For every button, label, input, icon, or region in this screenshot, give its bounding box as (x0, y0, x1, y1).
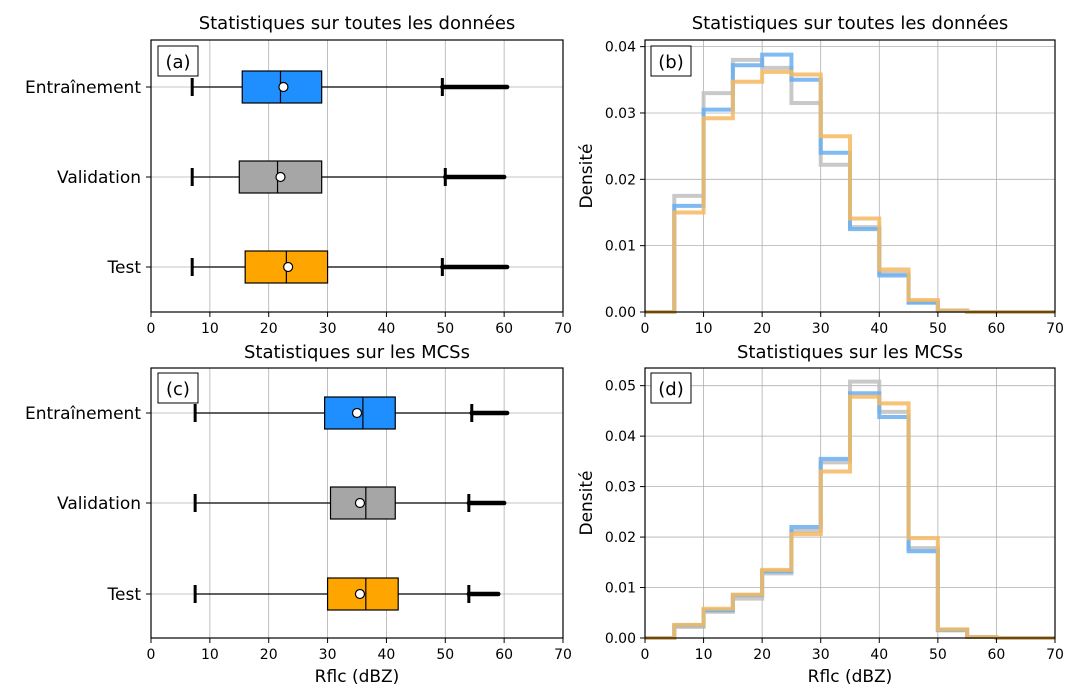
x-tick-label: 40 (870, 321, 888, 337)
x-tick-label: 50 (436, 321, 454, 337)
mean-marker (354, 497, 366, 509)
mean-marker (283, 261, 294, 273)
y-tick-label: 0.05 (605, 379, 636, 395)
x-tick-label: 70 (1046, 321, 1064, 337)
y-tick-label: Test (107, 585, 142, 605)
panel-d-ylabel: Densité (577, 470, 597, 535)
x-tick-label: 60 (495, 647, 513, 663)
y-tick-label: Entraînement (25, 78, 141, 98)
panel-d-histograms (645, 379, 1055, 640)
y-tick-label: 0.04 (605, 40, 636, 56)
x-tick-label: 30 (319, 647, 337, 663)
x-tick-label: 0 (641, 647, 650, 663)
y-tick-label: Test (107, 258, 142, 278)
panel-d-xlabel: Rflc (dBZ) (808, 667, 893, 686)
panel-a-label-box (157, 45, 199, 77)
x-tick-label: 10 (695, 321, 713, 337)
histogram-series (645, 394, 1055, 640)
x-tick-label: 50 (929, 321, 947, 337)
panel-c-xlabel: Rflc (dBZ) (315, 667, 400, 686)
x-tick-label: 70 (554, 321, 572, 337)
box (324, 396, 396, 430)
panel-a: Statistiques sur toutes les données 0 10 2… (25, 13, 572, 337)
panel-d-label: (d) (658, 379, 683, 400)
mean-marker (351, 407, 363, 419)
panel-b-ticks: 0 10 20 30 40 50 60 70 0.00 0.01 0.02 0.03 0.04 (605, 40, 1064, 337)
x-tick-label: 0 (147, 647, 156, 663)
panel-b-ylabel: Densité (577, 143, 597, 208)
panel-a-boxes (190, 70, 510, 284)
x-tick-label: 50 (929, 647, 947, 663)
panel-c-title: Statistiques sur les MCSs (244, 342, 470, 363)
y-tick-label: Entraînement (25, 404, 141, 424)
x-tick-label: 40 (378, 321, 396, 337)
x-tick-label: 60 (988, 647, 1006, 663)
panel-b-title: Statistiques sur toutes les données (692, 13, 1009, 34)
y-tick-label: 0.01 (605, 239, 636, 255)
mean-marker (275, 171, 286, 183)
x-tick-label: 30 (812, 321, 830, 337)
x-tick-label: 10 (201, 321, 219, 337)
panel-b-label-box (650, 45, 692, 77)
panel-b-histograms (645, 52, 1055, 314)
x-tick-label: 30 (319, 321, 337, 337)
panel-a-title: Statistiques sur toutes les données (199, 13, 516, 34)
panel-d-label-box (650, 372, 692, 404)
x-tick-label: 20 (260, 647, 278, 663)
panel-c-ticks: 0 10 20 30 40 50 60 70 Entraînement Validation Tes… (25, 404, 572, 663)
x-tick-label: 40 (378, 647, 396, 663)
panel-b-label: (b) (658, 52, 683, 73)
panel-c-label: (c) (166, 379, 190, 400)
x-tick-label: 30 (812, 647, 830, 663)
x-tick-label: 10 (201, 647, 219, 663)
box (329, 486, 396, 520)
panel-a-label: (a) (165, 52, 190, 73)
panel-d-frame (644, 367, 1056, 639)
panel-b: Statistiques sur toutes les données Dens… (577, 13, 1064, 337)
panel-c-label-box (157, 372, 199, 404)
x-tick-label: 60 (988, 321, 1006, 337)
panel-a-ticks: 0 10 20 30 40 50 60 70 Entraînement Validation Tes… (25, 78, 572, 337)
x-tick-label: 20 (753, 647, 771, 663)
panel-c: Statistiques sur les MCSs Rflc (dBZ) 0 10… (25, 342, 572, 686)
y-tick-label: Validation (57, 494, 141, 514)
panel-b-frame (644, 39, 1056, 313)
histogram-series (645, 69, 1055, 314)
y-tick-label: 0.00 (605, 305, 636, 321)
box (238, 160, 323, 194)
y-tick-label: 0.03 (605, 480, 636, 496)
panel-c-boxes (193, 396, 510, 611)
x-tick-label: 0 (641, 321, 650, 337)
x-tick-label: 70 (1046, 647, 1064, 663)
x-tick-label: 20 (753, 321, 771, 337)
y-tick-label: 0.02 (605, 530, 636, 546)
mean-marker (354, 588, 366, 600)
x-tick-label: 20 (260, 321, 278, 337)
y-tick-label: 0.03 (605, 106, 636, 122)
x-tick-label: 50 (436, 647, 454, 663)
x-tick-label: 70 (554, 647, 572, 663)
panel-d-title: Statistiques sur les MCSs (737, 342, 963, 363)
x-tick-label: 60 (495, 321, 513, 337)
box (326, 577, 399, 611)
y-tick-label: 0.00 (605, 631, 636, 647)
y-tick-label: 0.02 (605, 172, 636, 188)
y-tick-label: 0.04 (605, 429, 636, 445)
mean-marker (278, 81, 289, 93)
panel-d: Statistiques sur les MCSs Densité Rflc (… (577, 342, 1064, 686)
y-tick-label: Validation (57, 168, 141, 188)
x-tick-label: 10 (695, 647, 713, 663)
y-tick-label: 0.01 (605, 581, 636, 597)
x-tick-label: 40 (870, 647, 888, 663)
panel-a-frame (150, 39, 564, 313)
x-tick-label: 0 (147, 321, 156, 337)
panel-d-ticks: 0 10 20 30 40 50 60 70 0.00 0.01 0.02 0.03 0.04 0.05 (605, 379, 1064, 663)
